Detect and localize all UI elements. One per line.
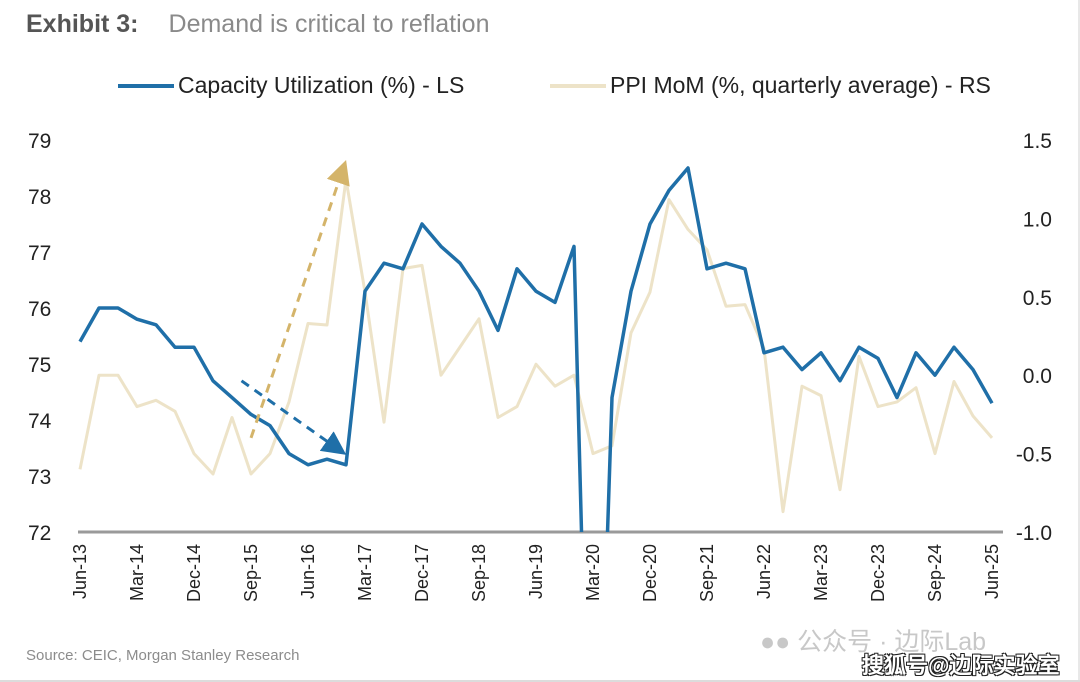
x-tick-label: Jun-22	[754, 544, 774, 599]
x-tick-label: Dec-17	[412, 544, 432, 602]
y-right-tick-label: 0.5	[1023, 287, 1052, 310]
y-left-tick-label: 75	[28, 354, 51, 377]
source-note: Source: CEIC, Morgan Stanley Research	[26, 647, 300, 664]
watermark-wechat: ●● 公众号 · 边际Lab	[760, 622, 986, 658]
x-tick-label: Mar-17	[355, 544, 375, 601]
y-right-tick-label: -1.0	[1016, 522, 1052, 545]
x-tick-label: Sep-21	[697, 544, 717, 602]
x-tick-label: Jun-13	[70, 544, 90, 599]
y-right-tick-label: 1.0	[1023, 208, 1052, 231]
y-left-tick-label: 73	[28, 466, 51, 489]
legend-item-capacity: Capacity Utilization (%) - LS	[118, 72, 464, 99]
x-tick-label: Dec-23	[868, 544, 888, 602]
series-line-capacity-utilization	[78, 166, 994, 532]
legend-label-capacity: Capacity Utilization (%) - LS	[178, 72, 465, 98]
x-tick-label: Mar-20	[583, 544, 603, 601]
frame-border-right	[1078, 0, 1080, 682]
watermark-sohu: 搜狐号@边际实验室	[862, 653, 1060, 678]
x-tick-label: Sep-24	[925, 544, 945, 602]
y-left-tick-label: 79	[28, 130, 51, 153]
x-tick-label: Dec-20	[640, 544, 660, 602]
y-right-tick-label: 0.0	[1023, 365, 1052, 388]
y-left-tick-label: 74	[28, 410, 52, 433]
frame-border-bottom	[0, 680, 1080, 682]
x-tick-label: Mar-23	[811, 544, 831, 601]
annotation-arrow-capacity-down	[240, 379, 347, 455]
watermark-text-1: 公众号 · 边际Lab	[797, 628, 987, 656]
x-tick-label: Jun-25	[982, 544, 1002, 599]
exhibit-label: Exhibit 3:	[26, 10, 139, 38]
y-left-tick-label: 77	[28, 242, 51, 265]
y-right-tick-label: 1.5	[1023, 130, 1052, 153]
series-line-ppi-mom	[78, 177, 994, 514]
x-tick-label: Jun-19	[526, 544, 546, 599]
x-tick-label: Sep-18	[469, 544, 489, 602]
y-right-tick-label: -0.5	[1016, 444, 1052, 467]
x-tick-label: Mar-14	[127, 544, 147, 601]
y-left-tick-label: 78	[28, 186, 51, 209]
legend-swatch-capacity	[118, 83, 174, 88]
legend-label-ppi: PPI MoM (%, quarterly average) - RS	[610, 72, 991, 98]
exhibit-title: Demand is critical to reflation	[168, 10, 490, 38]
legend-item-ppi: PPI MoM (%, quarterly average) - RS	[550, 72, 991, 99]
legend-swatch-ppi	[550, 83, 606, 88]
y-left-tick-label: 72	[28, 522, 51, 545]
x-tick-label: Jun-16	[298, 544, 318, 599]
y-left-tick-label: 76	[28, 298, 51, 321]
wechat-icon: ●●	[760, 628, 791, 656]
chart-title: Exhibit 3: Demand is critical to reflatio…	[26, 10, 489, 39]
x-tick-label: Sep-15	[241, 544, 261, 602]
x-tick-label: Dec-14	[184, 544, 204, 602]
